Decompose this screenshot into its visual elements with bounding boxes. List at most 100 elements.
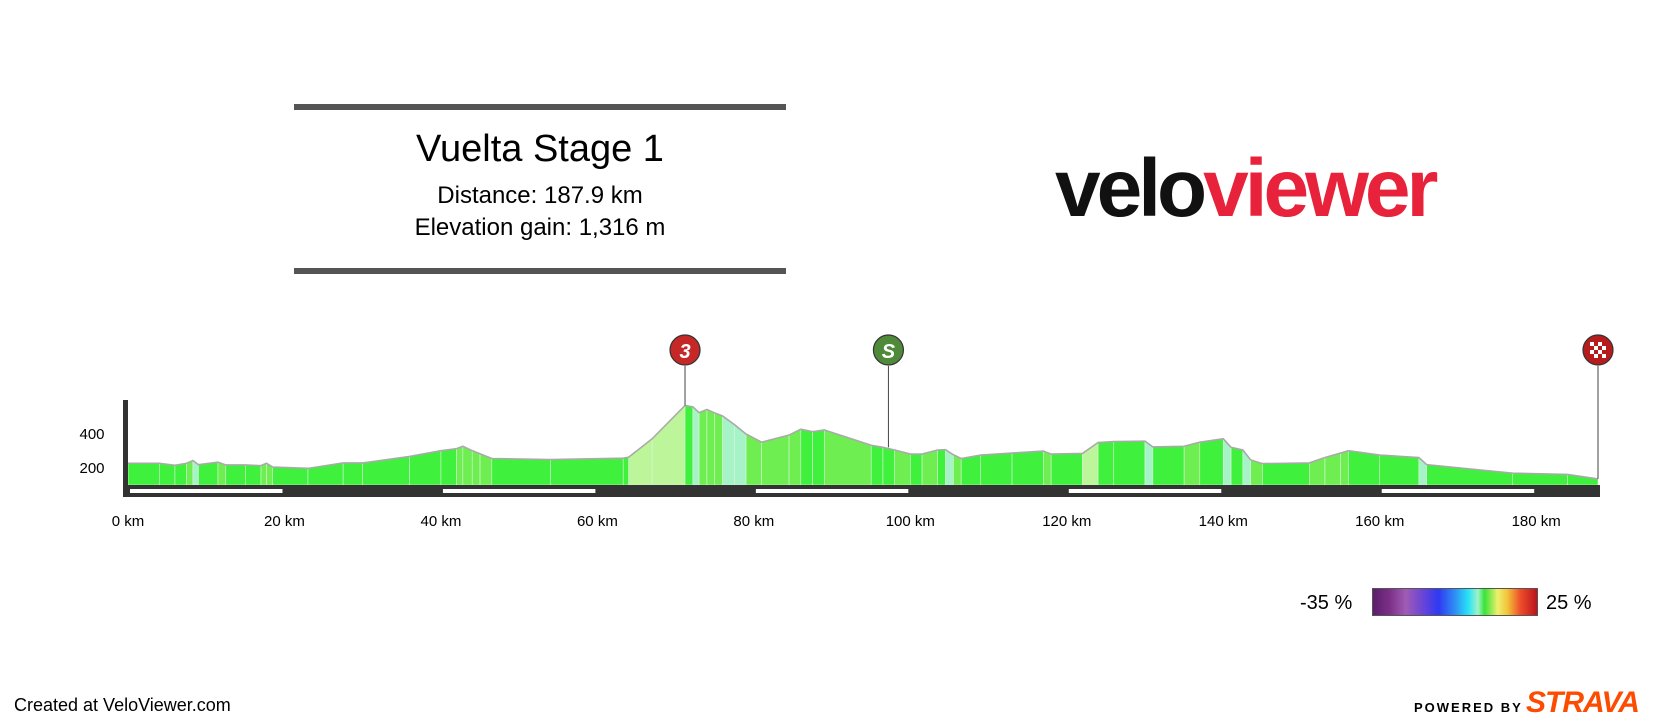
profile-segment (1340, 450, 1349, 486)
elevation-text: Elevation gain: 1,316 m (414, 214, 666, 241)
profile-segment (260, 462, 267, 486)
profile-segment (706, 409, 716, 486)
x-tick-label: 140 km (1199, 513, 1248, 530)
profile-segment (870, 444, 884, 486)
profile-segment (1348, 450, 1381, 486)
finish-flag-square (1602, 354, 1606, 358)
profile-segment (127, 462, 160, 486)
profile-segment (945, 449, 954, 486)
x-tick-label: 40 km (421, 513, 462, 530)
profile-segment (800, 428, 813, 486)
elevation-profile-chart: 0 km 20 km 40 km 60 km 80 km 100 km 120 km 140 … (79, 334, 1614, 530)
gradient-legend: -35 % 25 % (1300, 586, 1600, 620)
axis-stripe (130, 489, 283, 493)
profile-segment (921, 449, 939, 486)
profile-segment (158, 462, 176, 486)
profile-segment (698, 409, 708, 486)
profile-segment (471, 450, 481, 486)
x-tick-label: 120 km (1042, 513, 1091, 530)
logo-part-viewer: viewer (1203, 143, 1438, 234)
profile-segment (1043, 450, 1052, 486)
profile-segment (960, 454, 982, 486)
finish-flag-square (1594, 354, 1598, 358)
profile-segment (714, 412, 723, 486)
profile-segment (362, 456, 410, 486)
profile-segment (217, 461, 227, 486)
axis-stripe (755, 489, 909, 493)
profile-segment (684, 405, 694, 486)
profile-segment (722, 415, 735, 486)
profile-segment (440, 448, 457, 486)
profile-segment (894, 449, 911, 486)
kom-marker-label: 3 (679, 341, 690, 363)
finish-flag-icon (1590, 342, 1606, 358)
profile-segment (622, 456, 629, 486)
profile-segment (1183, 441, 1201, 486)
finish-flag-square (1602, 346, 1606, 350)
profile-segment (1262, 462, 1310, 486)
profile-segment (186, 460, 194, 486)
profile-segment (245, 464, 262, 486)
profile-segment (1199, 438, 1224, 486)
profile-segment (225, 464, 246, 486)
profile-segment (1230, 446, 1244, 486)
gradient-colorbar (1372, 588, 1538, 616)
axis-stripe (1068, 489, 1222, 493)
profile-segment (456, 445, 464, 486)
profile-segment (910, 453, 923, 486)
profile-segment (1324, 452, 1341, 486)
distance-text: Distance: 187.9 km (437, 182, 643, 209)
x-tick-label: 0 km (112, 513, 145, 530)
title-rule-top (294, 104, 786, 110)
profile-segment (1097, 441, 1115, 486)
profile-segment (342, 462, 363, 486)
x-tick-label: 100 km (886, 513, 935, 530)
finish-flag-square (1594, 346, 1598, 350)
profile-segment (1426, 464, 1514, 486)
profile-segment (788, 428, 802, 486)
finish-flag-square (1590, 342, 1594, 346)
finish-flag-square (1598, 342, 1602, 346)
logo-part-velo: velo (1055, 143, 1207, 234)
title-rule-bottom (294, 268, 786, 274)
x-tick-label: 180 km (1512, 513, 1561, 530)
profile-segment (980, 452, 1013, 486)
x-tick-label: 60 km (577, 513, 618, 530)
axis-stripe (442, 489, 596, 493)
elevation-axis-bar (123, 400, 128, 497)
profile-segment (882, 446, 895, 486)
veloviewer-logo: veloviewer (1055, 148, 1438, 230)
profile-segment (550, 457, 624, 486)
x-tick-label: 20 km (264, 513, 305, 530)
y-tick-label: 400 (79, 426, 104, 443)
profile-segment (272, 466, 309, 486)
profile-segment (1152, 445, 1185, 486)
legend-max-label: 25 % (1546, 592, 1592, 614)
profile-segment (761, 434, 790, 486)
profile-segment (1011, 450, 1044, 486)
kom-marker (669, 334, 701, 366)
profile-segment (651, 404, 686, 486)
title-block: Vuelta Stage 1 Distance: 187.9 km Elevat… (294, 104, 786, 276)
profile-segment (1113, 440, 1146, 486)
stage-title: Vuelta Stage 1 (416, 128, 664, 170)
sprint-marker-label: S (882, 341, 896, 363)
created-at-text: Created at VeloViewer.com (14, 695, 231, 715)
legend-min-label: -35 % (1300, 592, 1353, 614)
profile-segments (127, 404, 1599, 486)
axis-stripe (1381, 489, 1535, 493)
profile-segment (1144, 440, 1154, 486)
finish-flag-square (1590, 350, 1594, 354)
x-tick-label: 160 km (1355, 513, 1404, 530)
x-tick-label: 80 km (733, 513, 774, 530)
profile-segment (491, 458, 551, 486)
profile-segment (462, 445, 473, 486)
profile-segment (174, 462, 187, 486)
y-tick-label: 200 (79, 460, 104, 477)
profile-segment (1379, 454, 1420, 486)
profile-segment (953, 454, 962, 486)
profile-segment (1050, 453, 1083, 486)
profile-segment (692, 406, 700, 486)
profile-outline (128, 404, 1599, 480)
sprint-marker (872, 334, 905, 366)
